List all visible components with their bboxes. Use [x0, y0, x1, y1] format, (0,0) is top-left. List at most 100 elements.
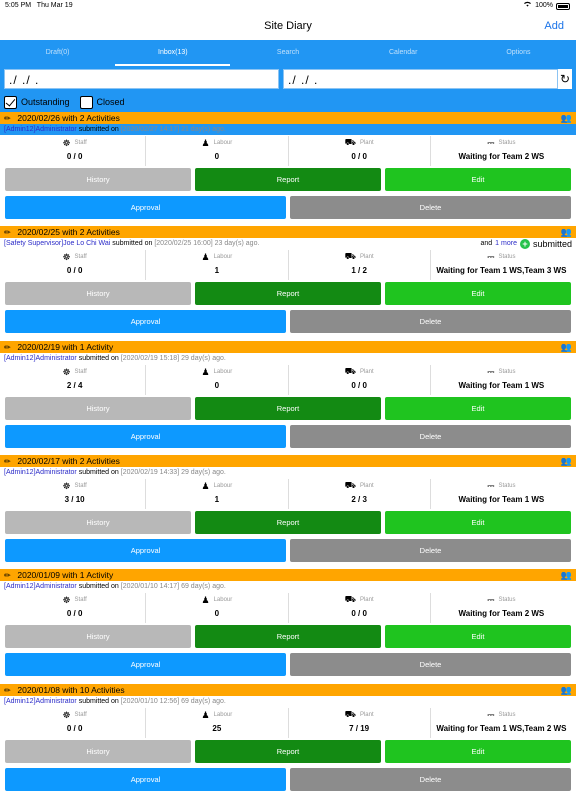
tab-search[interactable]: Search	[276, 49, 300, 56]
submitter-name[interactable]: [Admin12]Administrator	[4, 355, 77, 362]
submitted-timestamp: [2020/02/19 14:33] 29 day(s) ago.	[120, 469, 226, 476]
entry-title: 2020/02/19 with 1 Activity	[17, 342, 114, 352]
staff-stat: ☸ Staff 0 / 0	[4, 593, 147, 623]
approval-button[interactable]: Approval	[5, 310, 286, 333]
plant-stat: ⛟ Plant 0 / 0	[289, 136, 431, 166]
more-submitters: and 1 more + submitted	[480, 238, 572, 250]
entry-header[interactable]: ✏ 2020/02/26 with 2 Activities 👥	[0, 112, 576, 124]
status-time-date: 5:05 PM Thu Mar 19	[5, 0, 73, 12]
approval-button[interactable]: Approval	[5, 425, 286, 448]
approval-button[interactable]: Approval	[5, 768, 286, 791]
approval-button[interactable]: Approval	[5, 539, 286, 562]
tab-inbox[interactable]: Inbox(13)	[115, 40, 231, 66]
tab-draft[interactable]: Draft(0)	[45, 49, 70, 56]
entry-header[interactable]: ✏ 2020/01/09 with 1 Activity 👥	[0, 569, 576, 581]
staff-value: 0 / 0	[66, 609, 83, 618]
entry-header[interactable]: ✏ 2020/02/25 with 2 Activities 👥	[0, 226, 576, 238]
pencil-icon: ✏	[4, 571, 11, 580]
delete-button[interactable]: Delete	[290, 653, 571, 676]
activity-icon: ⎓	[487, 137, 495, 148]
plant-stat: ⛟ Plant 0 / 0	[289, 593, 431, 623]
submitted-on-label: submitted on	[78, 583, 121, 590]
submitter-name[interactable]: [Safety Supervisor]Joe Lo Chi Wai	[4, 240, 111, 247]
staff-stat: ☸ Staff 2 / 4	[4, 365, 147, 395]
outstanding-checkbox[interactable]	[4, 95, 17, 109]
report-button[interactable]: Report	[195, 168, 381, 191]
report-button[interactable]: Report	[195, 625, 381, 648]
entry-header[interactable]: ✏ 2020/02/17 with 2 Activities 👥	[0, 455, 576, 467]
entry-header[interactable]: ✏ 2020/01/08 with 10 Activities 👥	[0, 684, 576, 696]
plus-icon[interactable]: +	[519, 239, 530, 249]
edit-button[interactable]: Edit	[385, 511, 571, 534]
entry-stats: ☸ Staff 3 / 10 ♟ Labour 1 ⛟ Plant 2 / 3 ⎓ St…	[0, 479, 576, 509]
edit-button[interactable]: Edit	[385, 282, 571, 305]
report-button[interactable]: Report	[195, 397, 381, 420]
report-button[interactable]: Report	[195, 282, 381, 305]
submitter-name[interactable]: [Admin12]Administrator	[4, 583, 77, 590]
refresh-icon[interactable]: ↻	[558, 69, 572, 89]
more-link[interactable]: 1 more	[495, 240, 517, 247]
edit-button[interactable]: Edit	[385, 168, 571, 191]
history-button[interactable]: History	[5, 168, 191, 191]
diary-entry: ✏ 2020/02/17 with 2 Activities 👥 [Admin1…	[0, 455, 576, 562]
staff-label: Staff	[74, 483, 87, 489]
edit-button[interactable]: Edit	[385, 397, 571, 420]
status-stat: ⎓ Status Waiting for Team 1 WS	[431, 365, 572, 395]
staff-label: Staff	[74, 254, 87, 260]
approval-button[interactable]: Approval	[5, 196, 286, 219]
date-from-field[interactable]: ./ ./ .	[4, 69, 279, 89]
submitter-name[interactable]: [Admin12]Administrator	[4, 469, 77, 476]
labour-stat: ♟ Labour 0	[146, 136, 289, 166]
entry-title: 2020/01/08 with 10 Activities	[17, 685, 125, 695]
staff-label: Staff	[74, 712, 87, 718]
delete-button[interactable]: Delete	[290, 539, 571, 562]
plant-value: 2 / 3	[351, 495, 367, 504]
edit-button[interactable]: Edit	[385, 740, 571, 763]
entry-header[interactable]: ✏ 2020/02/19 with 1 Activity 👥	[0, 341, 576, 353]
excavator-icon: ⛟	[344, 709, 356, 719]
tab-calendar[interactable]: Calendar	[389, 49, 418, 56]
closed-label: Closed	[96, 97, 125, 107]
status-label: Status	[498, 597, 516, 603]
plant-label: Plant	[359, 369, 374, 375]
staff-icon: ☸	[62, 137, 71, 148]
history-button[interactable]: History	[5, 282, 191, 305]
delete-button[interactable]: Delete	[290, 425, 571, 448]
plant-stat: ⛟ Plant 1 / 2	[289, 250, 431, 280]
tab-bar: Draft(0) Inbox(13) Search Calendar Optio…	[0, 40, 576, 66]
staff-value: 0 / 0	[66, 266, 83, 275]
staff-stat: ☸ Staff 0 / 0	[4, 708, 147, 738]
staff-value: 0 / 0	[66, 724, 83, 733]
staff-label: Staff	[74, 597, 87, 603]
status-label: Status	[498, 712, 516, 718]
submitter-name[interactable]: [Admin12]Administrator	[4, 698, 77, 705]
entry-submitter: [Admin12]Administrator submitted on [202…	[0, 696, 576, 708]
entry-submitter: [Safety Supervisor]Joe Lo Chi Wai submit…	[0, 238, 576, 250]
date-to-field[interactable]: ./ ./ .	[283, 69, 558, 89]
report-button[interactable]: Report	[195, 511, 381, 534]
report-button[interactable]: Report	[195, 740, 381, 763]
status-time: 5:05 PM	[5, 2, 32, 9]
delete-button[interactable]: Delete	[290, 768, 571, 791]
tab-options[interactable]: Options	[506, 49, 531, 56]
approval-button[interactable]: Approval	[5, 653, 286, 676]
entry-stats: ☸ Staff 0 / 0 ♟ Labour 25 ⛟ Plant 7 / 19 ⎓ S…	[0, 708, 576, 738]
worker-icon: ♟	[201, 594, 210, 605]
delete-button[interactable]: Delete	[290, 310, 571, 333]
worker-icon: ♟	[201, 709, 210, 720]
pencil-icon: ✏	[4, 343, 11, 352]
entry-actions-row-2: Approval Delete	[0, 539, 576, 562]
edit-button[interactable]: Edit	[385, 625, 571, 648]
add-button[interactable]: Add	[544, 20, 564, 32]
delete-button[interactable]: Delete	[290, 196, 571, 219]
entry-stats: ☸ Staff 2 / 4 ♟ Labour 0 ⛟ Plant 0 / 0 ⎓ Sta…	[0, 365, 576, 395]
history-button[interactable]: History	[5, 511, 191, 534]
entry-title: 2020/02/17 with 2 Activities	[17, 456, 120, 466]
history-button[interactable]: History	[5, 397, 191, 420]
submitter-name[interactable]: [Admin12]Administrator	[4, 126, 77, 133]
submitted-on-label: submitted on	[112, 240, 155, 247]
history-button[interactable]: History	[5, 625, 191, 648]
closed-checkbox[interactable]	[79, 95, 93, 109]
battery-percent: 100%	[535, 2, 553, 9]
history-button[interactable]: History	[5, 740, 191, 763]
